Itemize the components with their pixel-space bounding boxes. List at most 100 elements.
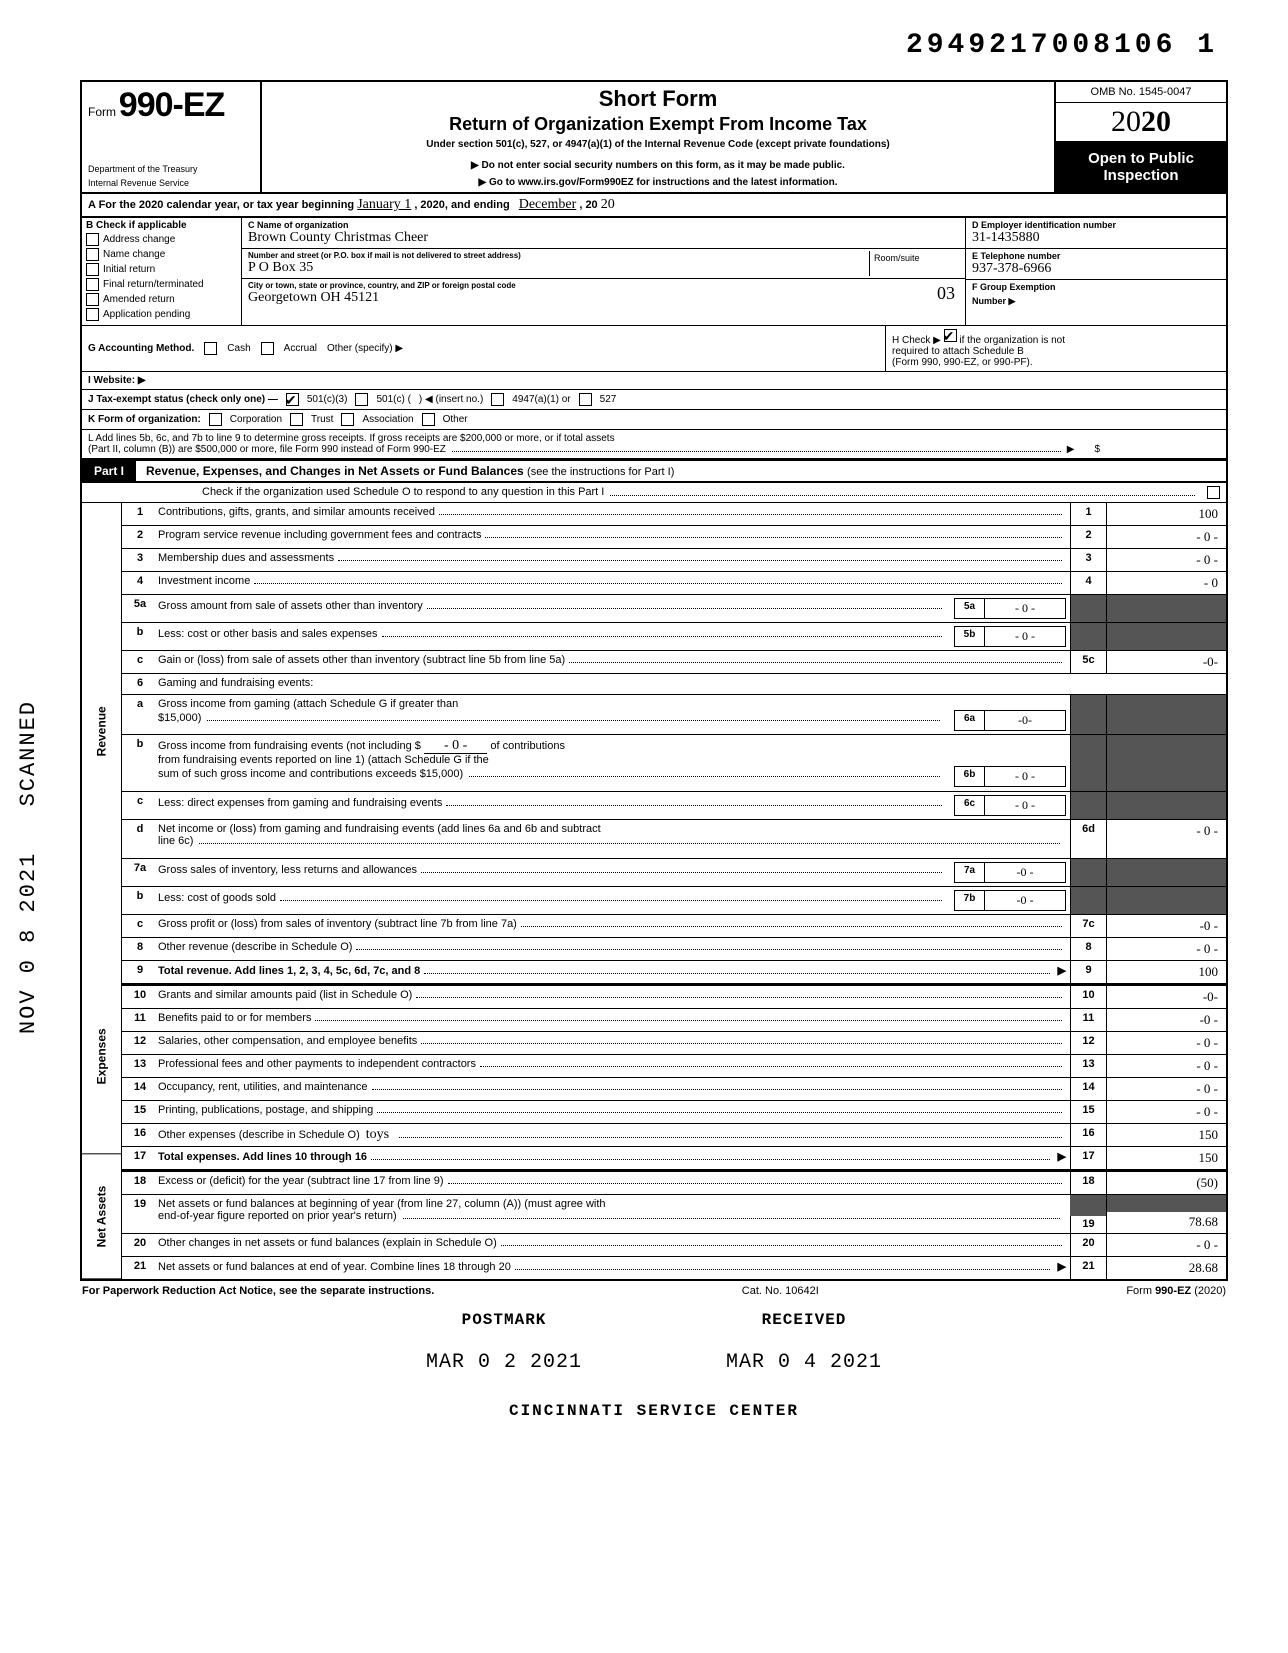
vtab-netassets: Net Assets: [82, 1155, 121, 1279]
ln6c-shade1: [1070, 792, 1106, 819]
year-begin: January 1: [357, 197, 411, 212]
year-end-yy: 20: [601, 197, 615, 212]
ln10-desc: Grants and similar amounts paid (list in…: [158, 989, 412, 1001]
irs-label: Internal Revenue Service: [88, 178, 189, 188]
city-value: Georgetown OH 45121: [248, 290, 869, 306]
lbl-assoc: Association: [362, 414, 413, 425]
col-c: C Name of organization Brown County Chri…: [242, 218, 966, 325]
line-8: 8 Other revenue (describe in Schedule O)…: [122, 937, 1226, 960]
chk-trust[interactable]: [290, 413, 303, 426]
chk-app-pending[interactable]: [86, 308, 99, 321]
cat-no: Cat. No. 10642I: [742, 1285, 819, 1297]
ln14-desc: Occupancy, rent, utilities, and maintena…: [158, 1081, 368, 1093]
ln3-box: 3: [1070, 549, 1106, 571]
ln15-box: 15: [1070, 1101, 1106, 1123]
short-form-title: Short Form: [270, 86, 1046, 112]
ln7c-box: 7c: [1070, 915, 1106, 937]
footer: For Paperwork Reduction Act Notice, see …: [80, 1281, 1228, 1301]
side-date: NOV 0 8 2021: [16, 852, 41, 1034]
ln7a-desc: Gross sales of inventory, less returns a…: [158, 864, 417, 876]
header-left: Form 990-EZ Department of the Treasury I…: [82, 82, 262, 192]
line-12: 12 Salaries, other compensation, and emp…: [122, 1031, 1226, 1054]
ln11-no: 11: [122, 1009, 158, 1031]
chk-schedule-b[interactable]: [944, 329, 957, 342]
lbl-trust: Trust: [311, 414, 333, 425]
vtab-revenue: Revenue: [82, 503, 121, 960]
ln11-amt: -0 -: [1106, 1009, 1226, 1031]
lbl-corp: Corporation: [230, 414, 282, 425]
ln12-no: 12: [122, 1032, 158, 1054]
org-name-label: C Name of organization: [248, 220, 959, 230]
form-prefix: Form: [88, 105, 116, 119]
go-to-url: ▶ Go to www.irs.gov/Form990EZ for instru…: [270, 177, 1046, 188]
ln18-no: 18: [122, 1172, 158, 1194]
lbl-501c: 501(c) (: [376, 394, 410, 405]
vertical-tabs: Revenue Expenses Net Assets: [82, 503, 122, 1279]
ln21-arrow: ▶: [1058, 1260, 1066, 1273]
ln13-box: 13: [1070, 1055, 1106, 1077]
ln7a-shade1: [1070, 859, 1106, 886]
ln15-desc: Printing, publications, postage, and shi…: [158, 1104, 373, 1116]
ln6a-no: a: [122, 695, 158, 734]
ln5b-desc: Less: cost or other basis and sales expe…: [158, 628, 378, 640]
chk-501c3[interactable]: [286, 393, 299, 406]
ein-value: 31-1435880: [972, 230, 1220, 246]
chk-accrual[interactable]: [261, 342, 274, 355]
chk-schedule-o[interactable]: [1207, 486, 1220, 499]
ln1-amt: 100: [1106, 503, 1226, 525]
line-17: 17 Total expenses. Add lines 10 through …: [122, 1146, 1226, 1171]
ln6a-shade2: [1106, 695, 1226, 734]
chk-final-return[interactable]: [86, 278, 99, 291]
postmark-received-dates: MAR 0 2 2021 MAR 0 4 2021: [354, 1351, 954, 1374]
l-text1: L Add lines 5b, 6c, and 7b to line 9 to …: [88, 433, 1220, 444]
chk-assoc[interactable]: [341, 413, 354, 426]
ln6b-desc2: from fundraising events reported on line…: [158, 754, 1066, 766]
header-center: Short Form Return of Organization Exempt…: [262, 82, 1056, 192]
ln16-desc: Other expenses (describe in Schedule O): [158, 1129, 360, 1141]
chk-4947[interactable]: [491, 393, 504, 406]
ln5a-no: 5a: [122, 595, 158, 622]
row-g: G Accounting Method. Cash Accrual Other …: [82, 326, 886, 371]
ln21-box: 21: [1070, 1257, 1106, 1279]
tax-year: 2020: [1056, 103, 1226, 142]
ein-label: D Employer identification number: [972, 220, 1220, 230]
chk-amended[interactable]: [86, 293, 99, 306]
ln18-amt: (50): [1106, 1172, 1226, 1194]
ln7b-ival: -0 -: [985, 891, 1065, 910]
line-19: 19 Net assets or fund balances at beginn…: [122, 1194, 1226, 1233]
lbl-app-pending: Application pending: [103, 309, 190, 320]
row-i: I Website: ▶: [80, 372, 1228, 390]
side-scanned: SCANNED: [16, 700, 41, 806]
ln4-no: 4: [122, 572, 158, 594]
ln5b-no: b: [122, 623, 158, 650]
chk-initial-return[interactable]: [86, 263, 99, 276]
ln11-box: 11: [1070, 1009, 1106, 1031]
chk-cash[interactable]: [204, 342, 217, 355]
chk-527[interactable]: [579, 393, 592, 406]
ln6d-box: 6d: [1070, 820, 1106, 858]
ln14-no: 14: [122, 1078, 158, 1100]
chk-corp[interactable]: [209, 413, 222, 426]
open-public-l2: Inspection: [1060, 167, 1222, 184]
chk-address-change[interactable]: [86, 233, 99, 246]
room-label: Room/suite: [874, 253, 955, 263]
ln9-box: 9: [1070, 961, 1106, 983]
ln12-amt: - 0 -: [1106, 1032, 1226, 1054]
chk-501c[interactable]: [355, 393, 368, 406]
ln9-arrow: ▶: [1058, 964, 1066, 977]
ln6b-no: b: [122, 735, 158, 791]
ln19-no: 19: [122, 1195, 158, 1233]
h-text3: required to attach Schedule B: [892, 346, 1024, 357]
line-5c: c Gain or (loss) from sale of assets oth…: [122, 650, 1226, 673]
ln5c-amt: -0-: [1106, 651, 1226, 673]
chk-name-change[interactable]: [86, 248, 99, 261]
return-title: Return of Organization Exempt From Incom…: [270, 114, 1046, 135]
part1-header: Part I Revenue, Expenses, and Changes in…: [80, 460, 1228, 483]
line-21: 21 Net assets or fund balances at end of…: [122, 1256, 1226, 1279]
lbl-name-change: Name change: [103, 249, 165, 260]
group-ex-label2: Number ▶: [972, 296, 1015, 306]
chk-other-org[interactable]: [422, 413, 435, 426]
street-label: Number and street (or P.O. box if mail i…: [248, 251, 869, 260]
under-section: Under section 501(c), 527, or 4947(a)(1)…: [270, 139, 1046, 150]
ln3-amt: - 0 -: [1106, 549, 1226, 571]
